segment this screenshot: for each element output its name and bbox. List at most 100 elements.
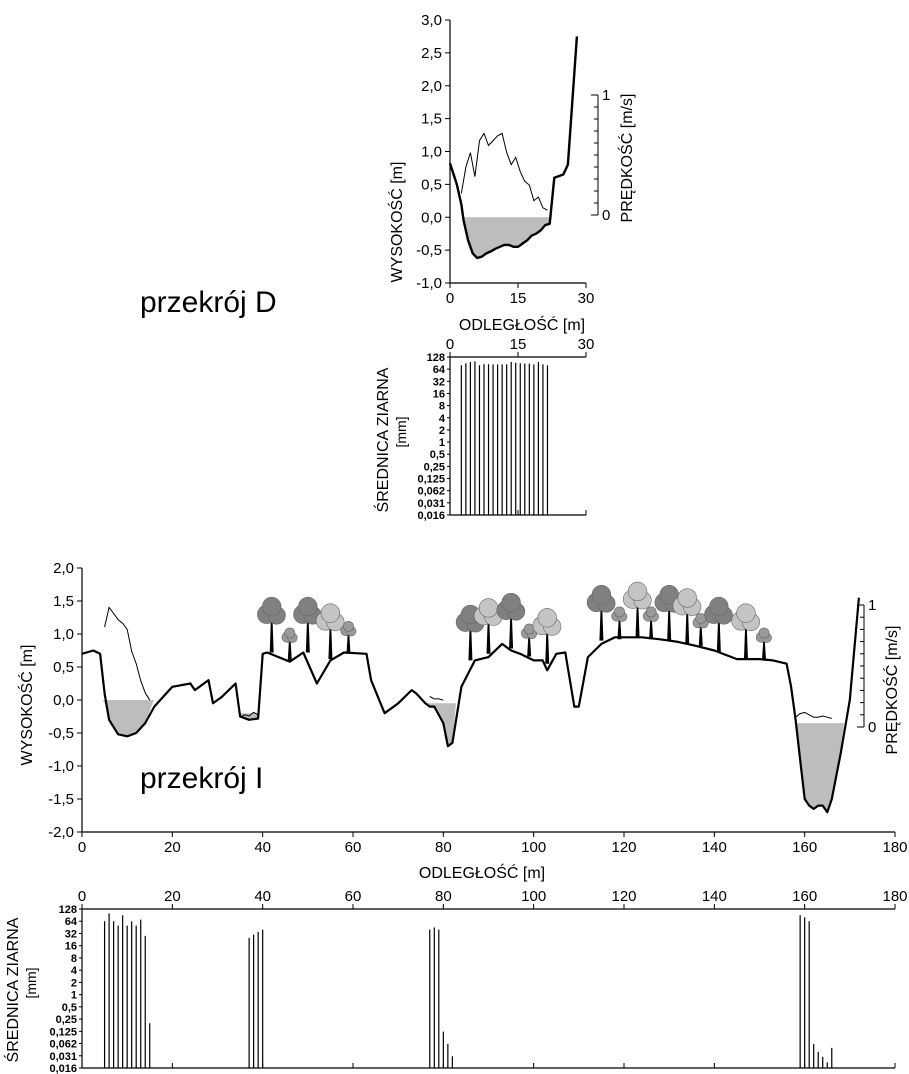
D-grain-y-tick-label: 64 <box>433 364 446 376</box>
tree-icon <box>293 596 322 653</box>
D-profile-x-tick-label: 0 <box>446 290 454 307</box>
i-water-pool-0 <box>102 700 154 737</box>
tree-icon <box>611 606 628 640</box>
tree-icon <box>643 606 659 640</box>
tree-icon <box>586 585 616 641</box>
tree-crown <box>645 606 657 618</box>
i-velocity-line-2 <box>429 696 444 701</box>
D-profile-y-tick-label: 2,0 <box>421 78 442 95</box>
tree-crown <box>343 621 354 632</box>
D-profile-y-tick-label: -1,0 <box>416 275 442 292</box>
I-grain-group: 0 20 40 60 80 100 120 140 160 180 12864321684210,5… <box>49 888 907 1074</box>
I-grain-y-tick-label: 8 <box>71 953 77 965</box>
D-profile-y-tick-label: 0,5 <box>421 176 442 193</box>
I-profile-y2-tick-label: 1 <box>868 597 876 614</box>
d-velocity-axis-label: PRĘDKOŚĆ [m/s] <box>617 94 636 223</box>
D-profile-y-tick-label: -0,5 <box>416 242 442 259</box>
i-bed-line <box>81 597 860 814</box>
I-grain-x-tick-label: 0 <box>78 888 86 905</box>
tree-trunk <box>287 638 292 661</box>
I-profile-x-tick-label: 160 <box>792 839 817 856</box>
tree-crown <box>537 608 557 628</box>
tree-trunk <box>527 634 532 657</box>
D-profile-y-tick-label: 1,5 <box>421 111 442 128</box>
D-grain-y-tick-label: 0,25 <box>424 461 445 473</box>
i-water-pool-2 <box>425 703 456 747</box>
D-grain-group: 0 15 30 12864321684210,50,250,1250,0620,031… <box>417 336 594 522</box>
I-profile-y-tick-label: 0,5 <box>53 659 74 676</box>
D-grain-y-tick-label: 16 <box>433 388 445 400</box>
tree-trunk <box>346 631 351 654</box>
tree-icon <box>704 596 733 653</box>
i-elevation-axis-label: WYSOKOŚĆ [m] <box>17 645 36 766</box>
I-grain-x-tick-label: 60 <box>345 888 362 905</box>
tree-trunk <box>305 616 310 653</box>
tree-trunk <box>667 604 672 641</box>
tree-trunk <box>716 616 721 653</box>
tree-trunk <box>468 624 473 661</box>
section-title-i: przekrój I <box>140 762 263 795</box>
i-water-pool-3 <box>795 719 844 813</box>
D-profile-y2-tick-label: 1 <box>602 87 610 104</box>
tree-icon <box>672 588 702 644</box>
I-grain-x-tick-label: 180 <box>882 888 907 905</box>
D-grain-y-tick-label: 2 <box>439 425 445 437</box>
section-title-d: przekrój D <box>140 286 277 319</box>
I-grain-x-tick-label: 100 <box>521 888 546 905</box>
D-grain-y-tick-label: 0,5 <box>430 449 445 461</box>
I-profile-x-tick-label: 140 <box>702 839 727 856</box>
i-velocity-line-3 <box>795 711 832 719</box>
I-profile-x-tick-label: 180 <box>882 839 907 856</box>
d-grain-axis-label: ŚREDNICA ZIARNA <box>373 367 392 512</box>
i-velocity-axis-label: PRĘDKOŚĆ [m/s] <box>882 626 901 755</box>
tree-trunk <box>698 623 703 646</box>
tree-crown <box>591 585 612 605</box>
I-grain-y-tick-label: 4 <box>71 965 78 977</box>
tree-icon <box>340 621 357 654</box>
tree-icon <box>473 598 503 654</box>
I-grain-x-tick-label: 140 <box>702 888 727 905</box>
I-grain-y-tick-label: 128 <box>59 904 77 916</box>
I-grain-y-tick-label: 32 <box>65 928 77 940</box>
I-profile-y-tick-label: -1,5 <box>48 791 74 808</box>
I-profile-x-tick-label: 120 <box>611 839 636 856</box>
D-grain-x-tick-label: 30 <box>578 336 595 353</box>
I-grain-x-tick-label: 160 <box>792 888 817 905</box>
tree-trunk <box>509 612 514 649</box>
D-profile-x-tick-label: 15 <box>510 290 527 307</box>
d-grain-unit-label: [mm] <box>393 416 409 447</box>
tree-crown <box>758 627 770 639</box>
D-grain-y-tick-label: 0,031 <box>417 498 445 510</box>
tree-crown <box>320 603 341 623</box>
d-elevation-axis-label: WYSOKOŚĆ [m] <box>387 162 406 283</box>
D-profile-y-tick-label: 1,0 <box>421 144 442 161</box>
D-profile-y-tick-label: 3,0 <box>421 12 442 29</box>
I-profile-x-tick-label: 40 <box>254 839 271 856</box>
tree-crown <box>736 603 756 623</box>
tree-crown <box>262 596 282 617</box>
I-profile-y-tick-label: -2,0 <box>48 824 74 841</box>
D-profile-x-tick-label: 30 <box>578 290 595 307</box>
tree-crown <box>298 596 318 617</box>
I-profile-x-tick-label: 20 <box>164 839 181 856</box>
tree-crown <box>284 627 296 639</box>
I-profile-y-tick-label: 0,0 <box>53 692 74 709</box>
D-grain-y-tick-label: 1 <box>439 437 445 449</box>
I-grain-y-tick-label: 0,062 <box>49 1039 77 1051</box>
I-profile-group: -2,0 -1,5 -1,0 -0,5 0,0 0,5 1,0 1,5 2,0 0 20 40 60 80… <box>48 560 907 856</box>
I-grain-y-tick-label: 0,031 <box>49 1051 77 1063</box>
tree-trunk <box>685 607 690 644</box>
I-profile-y-tick-label: -1,0 <box>48 758 74 775</box>
tree-icon <box>521 623 537 657</box>
tree-icon <box>692 613 709 646</box>
d-velocity-line <box>460 132 548 211</box>
I-grain-y-tick-label: 0,25 <box>56 1014 77 1026</box>
tree-icon <box>455 604 485 661</box>
tree-trunk <box>269 616 274 653</box>
I-profile-y-tick-label: -0,5 <box>48 725 74 742</box>
I-grain-y-tick-label: 2 <box>71 977 77 989</box>
D-profile-y2-tick-label: 0 <box>602 207 610 224</box>
D-grain-y-tick-label: 0,062 <box>417 486 445 498</box>
tree-icon <box>281 627 298 661</box>
D-profile-y-tick-label: 2,5 <box>421 45 442 62</box>
